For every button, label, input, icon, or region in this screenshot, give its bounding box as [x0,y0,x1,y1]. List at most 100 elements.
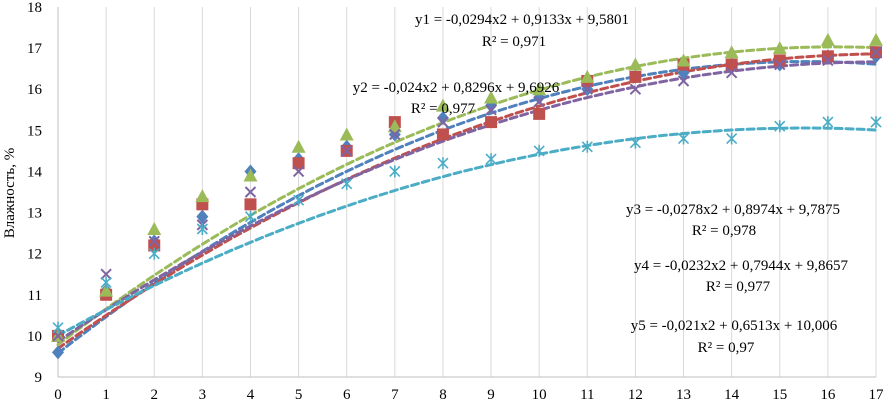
x-tick-label: 2 [150,387,158,403]
y-tick-label: 13 [27,206,42,222]
x-tick-label: 6 [343,387,351,403]
equation-series-4: y4 = -0,0232x2 + 0,7944x + 9,8657 [634,258,849,274]
point-series-3-x14 [724,45,739,59]
point-series-5-x0 [52,321,64,334]
point-series-5-x8 [437,157,449,170]
y-tick-label: 16 [27,82,43,98]
point-series-5-x17 [870,116,882,129]
x-tick-label: 13 [676,387,691,403]
point-series-2-x10 [533,107,546,120]
point-series-4-x2 [148,235,160,248]
point-series-3-x5 [291,139,306,153]
point-series-4-x8 [437,116,449,128]
point-series-4-x15 [774,58,786,71]
x-tick-label: 8 [439,387,447,403]
point-series-5-x6 [341,177,353,190]
point-series-3-x10 [532,82,547,96]
point-series-2-x8 [436,128,449,141]
point-series-5-x5 [293,194,305,207]
r2-series-4: R² = 0,977 [706,279,771,295]
point-series-4-x9 [485,104,497,116]
point-series-4-x17 [870,46,882,58]
r2-series-1: R² = 0,971 [482,34,546,50]
point-series-3-x6 [339,127,354,141]
y-tick-label: 18 [27,0,42,16]
point-series-2-x12 [629,70,642,83]
x-tick-label: 3 [199,387,207,403]
equation-series-1: y1 = -0,0294x2 + 0,9133x + 9,5801 [415,12,629,28]
point-series-4-x12 [629,83,642,95]
x-tick-label: 0 [54,387,62,403]
point-series-3-x16 [820,32,835,46]
x-tick-label: 17 [869,387,884,403]
point-series-5-x4 [244,210,257,223]
point-series-1-x8 [436,111,449,125]
trendline-series-3 [56,45,878,347]
point-series-3-x9 [484,90,499,104]
x-tick-label: 5 [295,387,303,403]
point-series-5-x10 [533,144,545,157]
point-series-5-x14 [726,132,738,145]
equation-series-2: y2 = -0,024x2 + 0,8296x + 9,6926 [353,80,560,96]
point-series-5-x1 [100,276,112,289]
point-series-4-x10 [533,95,545,108]
x-tick-label: 10 [532,387,547,403]
equation-series-5: y5 = -0,021x2 + 0,6513x + 10,006 [631,318,838,334]
x-tick-label: 4 [247,387,255,403]
point-series-2-x14 [725,58,738,71]
point-series-1-x3 [196,209,209,224]
point-series-3-x8 [435,98,450,112]
x-tick-label: 16 [820,387,836,403]
point-series-4-x6 [340,145,353,157]
point-series-3-x15 [772,41,787,55]
x-tick-label: 7 [391,387,399,403]
point-series-4-x13 [677,75,690,87]
equation-series-3: y3 = -0,0278x2 + 0,8974x + 9,7875 [626,202,840,218]
x-tick-label: 14 [724,387,740,403]
point-series-4-x11 [581,83,594,95]
point-series-4-x0 [52,330,64,342]
point-series-3-x13 [676,53,691,67]
point-series-2-x15 [773,54,786,67]
point-series-3-x3 [195,189,210,203]
point-series-2-x9 [485,116,498,129]
point-series-1-x0 [52,345,64,360]
y-tick-label: 12 [27,247,42,263]
point-series-4-x1 [100,268,112,280]
y-tick-label: 14 [27,164,43,180]
r2-series-2: R² = 0,977 [411,101,476,117]
x-tick-label: 15 [772,387,787,403]
trendline-series-5 [56,126,878,338]
trendline-series-2 [56,52,878,350]
y-axis-label: Влажность, % [2,148,18,238]
point-series-4-x5 [292,165,305,178]
point-series-3-x7 [387,119,402,133]
trendline-series-4 [56,60,878,343]
trendlines [56,45,878,355]
data-markers [51,32,883,360]
point-series-3-x11 [580,69,595,83]
point-series-5-x11 [581,140,593,153]
point-series-4-x7 [389,128,401,141]
point-series-2-x5 [292,157,305,170]
point-series-5-x12 [629,136,641,149]
point-series-5-x16 [822,116,834,129]
point-series-3-x17 [869,32,883,46]
r2-series-3: R² = 0,978 [692,223,756,239]
y-tick-label: 15 [27,123,42,139]
point-series-4-x14 [725,67,738,79]
y-tick-label: 17 [27,41,43,57]
y-tick-label: 9 [35,370,43,386]
x-tick-label: 12 [628,387,643,403]
point-series-2-x2 [148,239,161,252]
point-series-4-x4 [244,186,257,198]
point-series-5-x13 [677,132,690,145]
r2-series-5: R² = 0,97 [698,340,755,356]
point-series-5-x15 [774,120,786,133]
point-series-5-x9 [485,153,497,166]
x-tick-label: 11 [580,387,594,403]
point-series-4-x16 [822,54,834,67]
point-series-3-x4 [243,168,258,182]
